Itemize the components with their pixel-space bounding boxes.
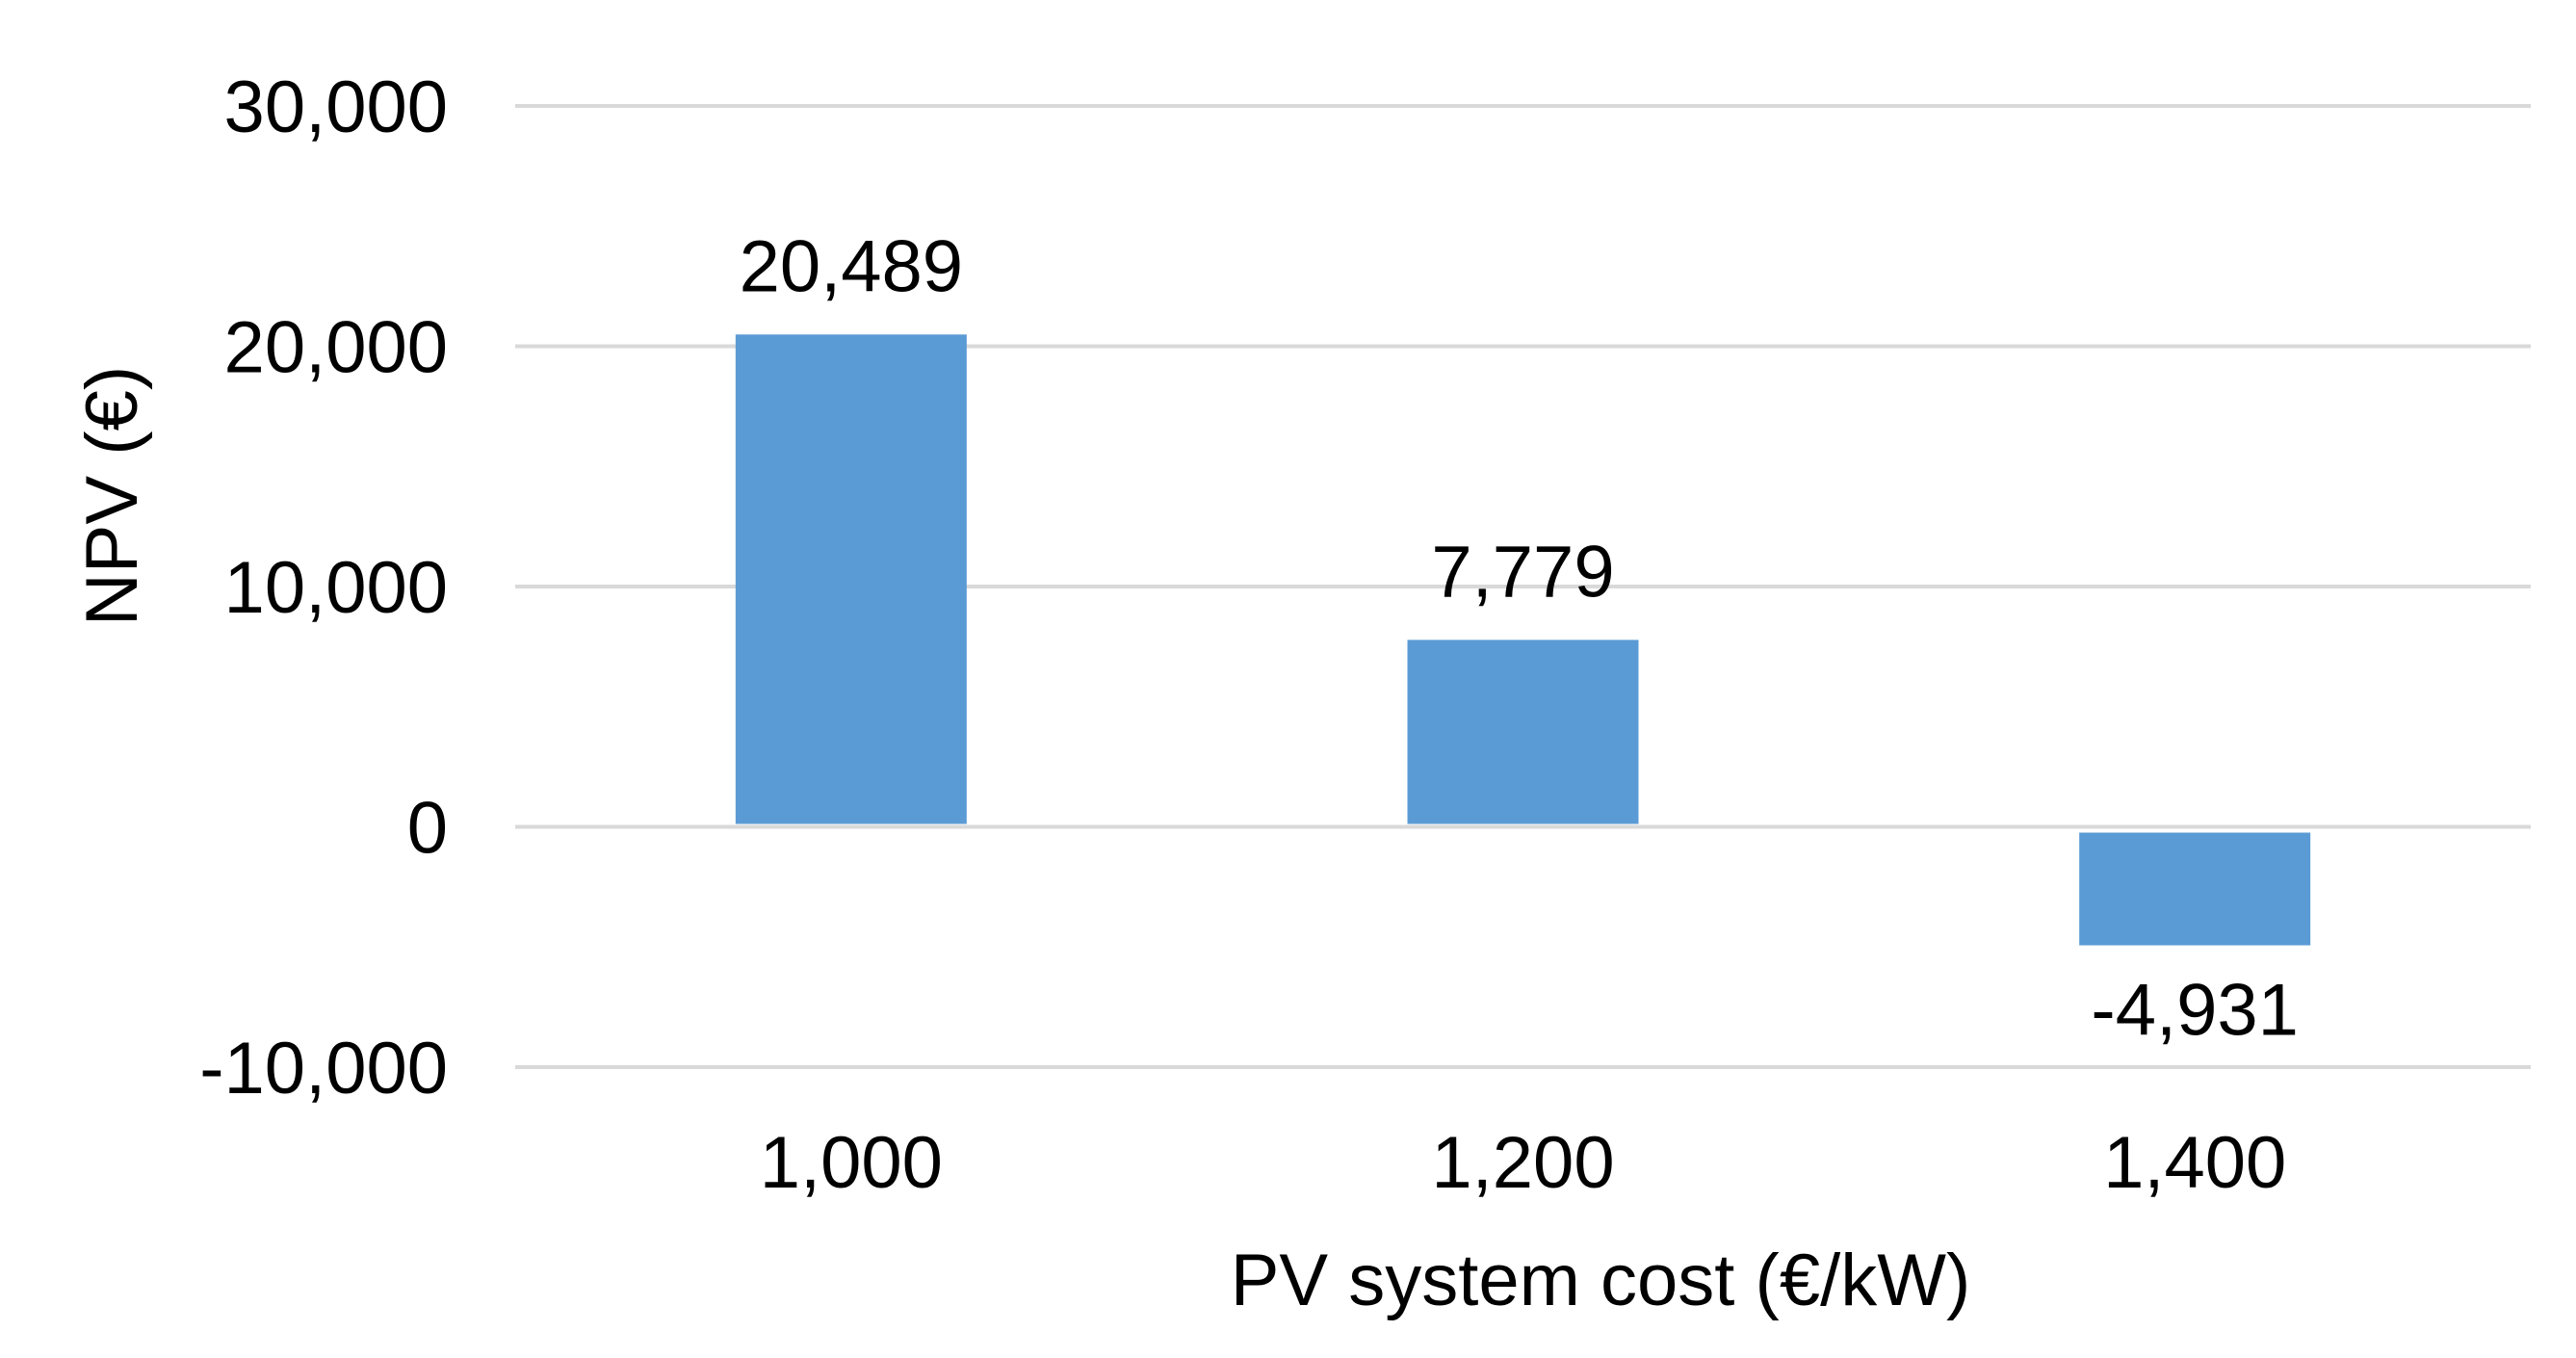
data-labels: 20,489 7,779 -4,931	[740, 225, 2299, 1051]
bar	[735, 334, 967, 824]
y-axis-title: NPV (€)	[71, 366, 153, 626]
y-tick-label: 30,000	[224, 66, 448, 148]
x-tick-label: 1,200	[1431, 1122, 1614, 1204]
x-tick-label: 1,400	[2103, 1122, 2286, 1204]
bar	[2079, 832, 2311, 946]
y-tick-label: -10,000	[199, 1028, 448, 1110]
data-label: -4,931	[2091, 970, 2299, 1052]
data-label: 20,489	[740, 225, 963, 307]
y-tick-label: 0	[407, 788, 448, 870]
y-tick-label: 10,000	[224, 547, 448, 629]
y-tick-label: 20,000	[224, 307, 448, 389]
x-axis-tick-labels: 1,000 1,200 1,400	[760, 1122, 2287, 1204]
bar	[1407, 640, 1639, 824]
y-axis-tick-labels: -10,000 0 10,000 20,000 30,000	[199, 66, 448, 1110]
x-axis-title: PV system cost (€/kW)	[1231, 1240, 1971, 1321]
bars	[735, 334, 2311, 946]
data-label: 7,779	[1431, 531, 1614, 613]
x-tick-label: 1,000	[760, 1122, 943, 1204]
